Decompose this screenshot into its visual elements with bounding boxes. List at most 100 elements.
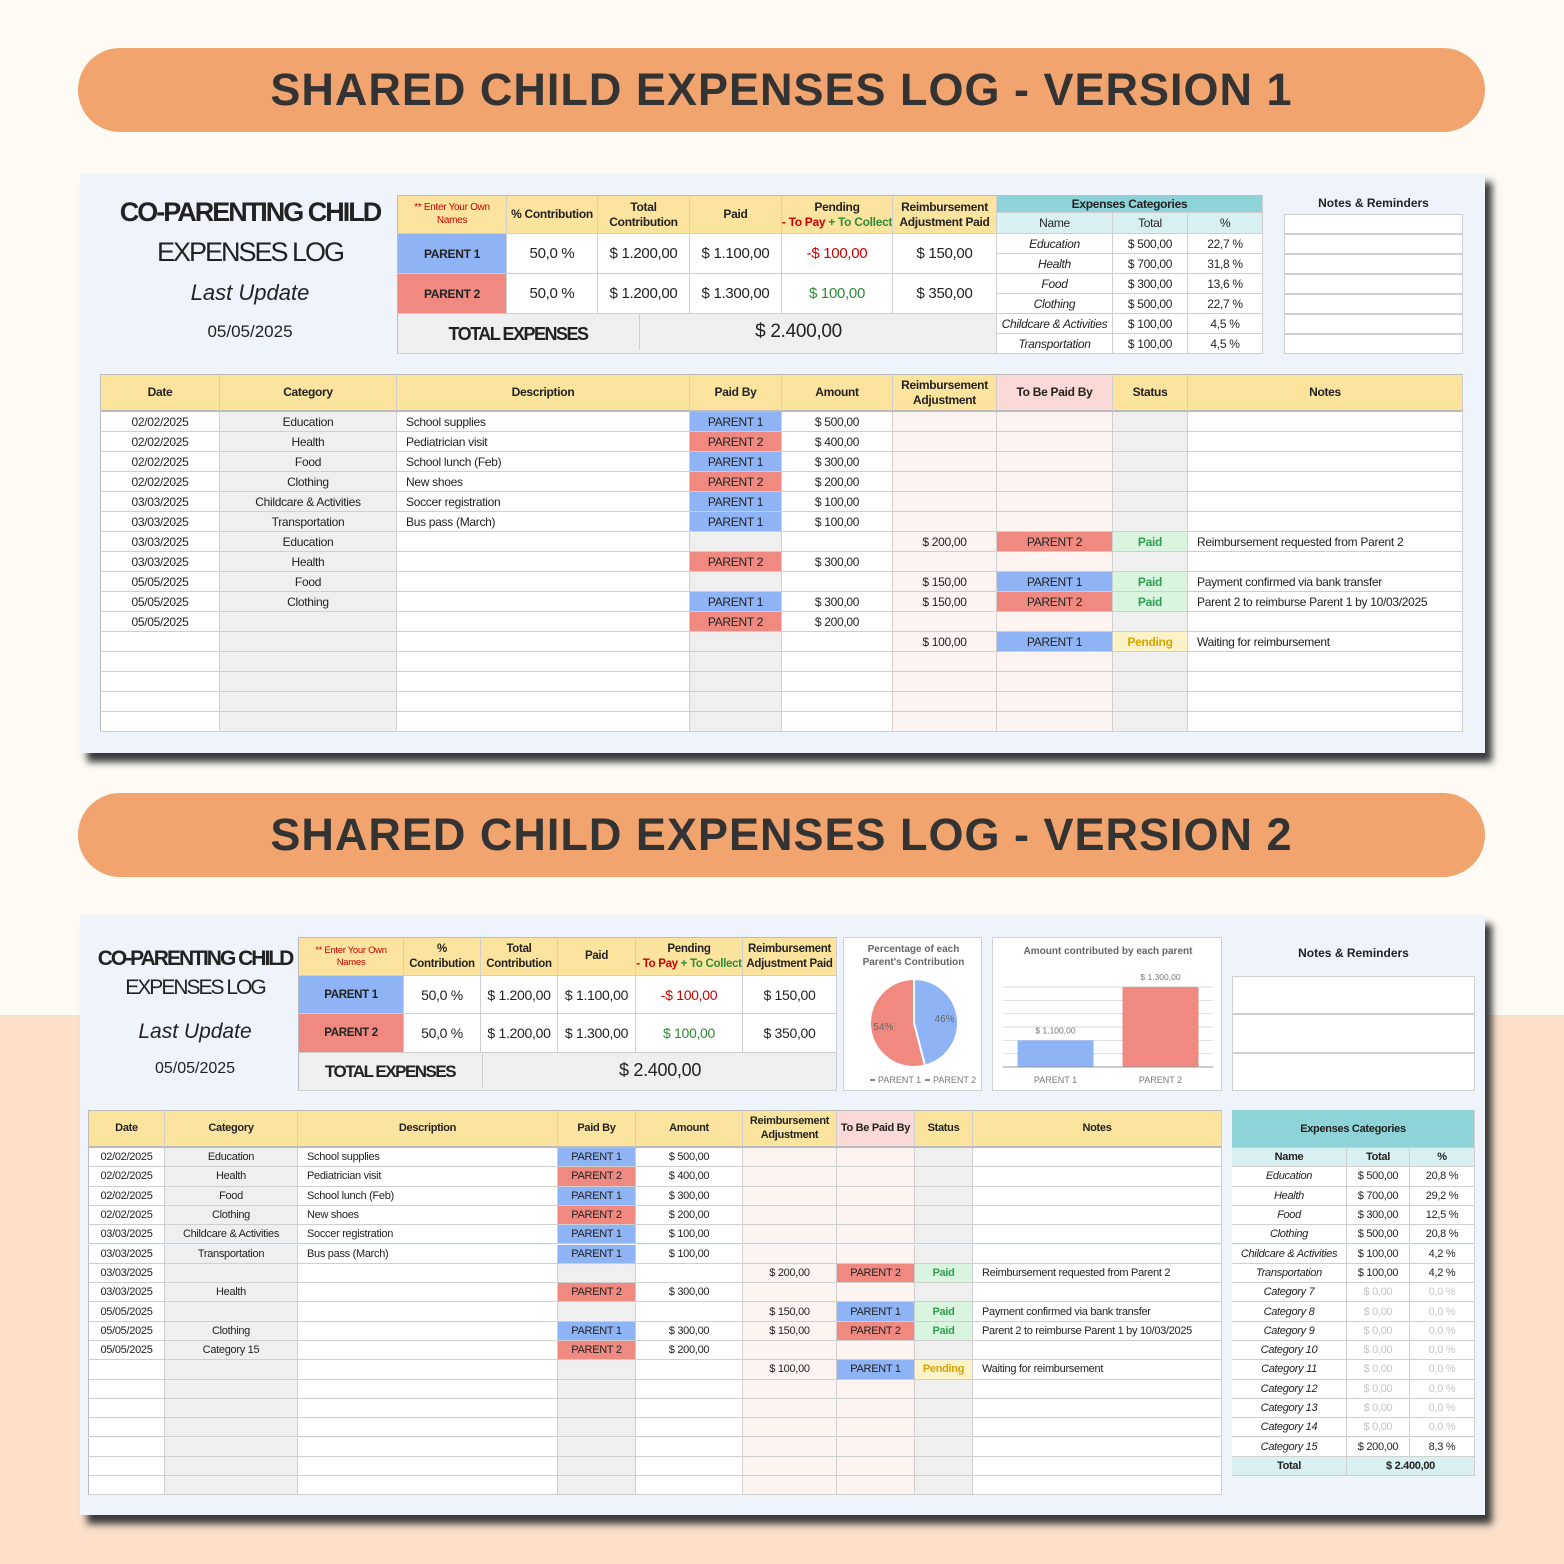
slice-label: 54% [873,1022,893,1033]
log-cell: Payment confirmed via bank transfer [1188,572,1463,592]
pie-svg: 46% PARENT 1 54% PARENT 2 [869,977,976,1085]
legend-label: PARENT 1 [878,1075,921,1085]
log-cell [973,1418,1222,1438]
log-cell: Food [220,452,397,472]
log-cell [782,712,893,732]
sheet-title: CO-PARENTING CHILD [97,947,295,971]
log-cell: New shoes [397,472,690,492]
log-cell [893,492,997,512]
log-cell [973,1244,1222,1264]
log-cell: PARENT 2 [997,532,1113,552]
log-cell: PARENT 1 [558,1321,636,1341]
log-cell [636,1437,743,1457]
last-update-date: 05/05/2025 [154,1060,236,1078]
total-value: $ 2.400,00 [639,314,957,350]
log-cell: $ 200,00 [636,1205,743,1226]
log-cell: $ 100,00 [782,492,893,512]
log-cell [782,532,893,552]
log-header: Status [915,1110,973,1148]
category-cell: $ 500,00 [1113,294,1188,314]
log-cell [973,1225,1222,1245]
notes-box [1284,294,1463,314]
log-cell: School lunch (Feb) [397,452,690,472]
summary-header: Pending - To Pay + To Collect [636,937,743,976]
log-cell: PARENT 2 [558,1167,636,1187]
log-cell: PARENT 1 [690,492,782,512]
log-cell [298,1437,558,1457]
slice-label: 46% [935,1014,955,1025]
log-cell [165,1418,298,1438]
log-cell [165,1263,298,1284]
log-cell [88,1476,165,1496]
summary-cell: $ 1.200,00 [481,1014,558,1053]
log-cell [165,1302,298,1322]
log-cell: $ 200,00 [636,1341,743,1361]
log-cell [893,612,997,632]
category-cell: Category 12 [1232,1379,1347,1399]
log-cell: PARENT 1 [690,452,782,472]
log-cell [915,1244,973,1264]
log-cell [298,1418,558,1438]
log-cell [690,692,782,712]
log-cell [397,652,690,672]
summary-header: Pending - To Pay + To Collect [782,195,893,234]
notes-box [1232,1052,1475,1091]
category-cell: $ 300,00 [1347,1205,1410,1226]
log-cell [837,1225,915,1245]
log-cell: Transportation [165,1244,298,1264]
category-cell: $ 100,00 [1347,1263,1410,1284]
category-cell: $ 0,00 [1347,1418,1410,1438]
log-cell [636,1379,743,1399]
log-cell: 02/02/2025 [88,1167,165,1187]
log-cell: Parent 2 to reimburse Parent 1 by 10/03/… [973,1321,1222,1341]
parent-name: PARENT 2 [397,274,507,314]
summary-cell: $ 1.300,00 [690,274,782,314]
categories-header: Total [1113,213,1188,234]
log-cell: 02/02/2025 [88,1148,165,1168]
log-cell: PARENT 1 [997,632,1113,652]
log-cell: School lunch (Feb) [298,1186,558,1206]
log-cell: PARENT 2 [690,612,782,632]
log-cell: $ 300,00 [782,552,893,572]
log-cell: Childcare & Activities [165,1225,298,1245]
category-cell: $ 0,00 [1347,1341,1410,1361]
log-cell [893,412,997,432]
log-cell: Soccer registration [397,492,690,512]
log-cell [397,532,690,552]
bar-chart: Amount contributed by each parent $ 1.100… [992,937,1222,1091]
log-cell [1113,512,1188,532]
total-label: TOTAL EXPENSES [324,1062,457,1081]
log-cell: Payment confirmed via bank transfer [973,1302,1222,1322]
log-cell [1188,452,1463,472]
log-cell [298,1321,558,1341]
notes-title: Notes & Reminders [1318,196,1429,210]
log-cell [558,1418,636,1438]
notes-box [1284,314,1463,334]
log-cell: 03/03/2025 [88,1263,165,1284]
log-cell: PARENT 1 [837,1302,915,1322]
log-cell: Paid [1113,572,1188,592]
log-cell: PARENT 2 [997,592,1113,612]
summary-cell: 50,0 % [507,234,598,274]
category-cell: Category 15 [1232,1437,1347,1457]
log-header: Reimbursement Adjustment [743,1110,837,1148]
log-cell [743,1456,837,1477]
log-cell [88,1379,165,1399]
parent-name: PARENT 2 [298,1014,404,1053]
log-cell [782,572,893,592]
log-cell: $ 200,00 [893,532,997,552]
log-cell: $ 200,00 [743,1263,837,1284]
notes-box [1284,274,1463,294]
notes-box [1284,334,1463,354]
log-cell [973,1283,1222,1303]
categories-title: Expenses Categories [1232,1110,1475,1148]
log-cell [743,1186,837,1206]
log-cell: Health [165,1167,298,1187]
x-tick-label: PARENT 1 [1034,1075,1077,1085]
log-cell: Pending [915,1360,973,1380]
category-cell: $ 100,00 [1347,1244,1410,1264]
log-cell [893,432,997,452]
log-cell [220,612,397,632]
log-cell: Transportation [220,512,397,532]
category-cell: Health [1232,1186,1347,1206]
